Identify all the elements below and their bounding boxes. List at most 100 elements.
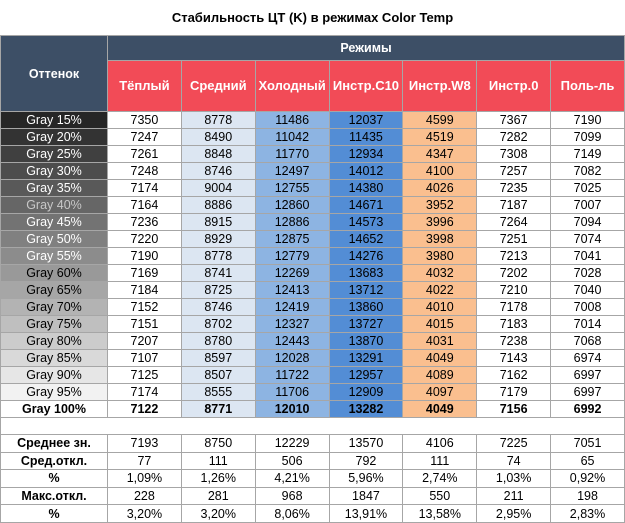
value-cell: 4519 xyxy=(402,128,478,146)
value-cell: 7187 xyxy=(476,196,552,214)
value-cell: 8929 xyxy=(180,230,256,248)
table-row: Gray 30% 7248 8746 12497 14012 4100 7257 7082 xyxy=(0,162,625,180)
summary-value: 74 xyxy=(476,451,552,471)
summary-value: 8750 xyxy=(180,434,256,453)
table-row: Gray 70% 7152 8746 12419 13860 4010 7178 7008 xyxy=(0,298,625,316)
value-cell: 8741 xyxy=(180,264,256,282)
table-row: Gray 75% 7151 8702 12327 13727 4015 7183 7014 xyxy=(0,315,625,333)
value-cell: 6974 xyxy=(550,349,625,367)
summary-value: 13,58% xyxy=(402,504,478,523)
value-cell: 4097 xyxy=(402,383,478,401)
summary-value: 65 xyxy=(550,451,625,471)
value-cell: 7151 xyxy=(107,315,182,333)
shade-label: Gray 15% xyxy=(0,111,108,129)
value-cell: 4347 xyxy=(402,145,478,163)
value-cell: 8848 xyxy=(180,145,256,163)
table-title: Стабильность ЦТ (K) в режимах Color Temp xyxy=(171,9,454,25)
value-cell: 14573 xyxy=(328,213,404,231)
value-cell: 7014 xyxy=(550,315,625,333)
value-cell: 12957 xyxy=(328,366,404,384)
value-cell: 14012 xyxy=(328,162,404,180)
value-cell: 12497 xyxy=(254,162,330,180)
value-cell: 4100 xyxy=(402,162,478,180)
value-cell: 7164 xyxy=(107,196,182,214)
value-cell: 4049 xyxy=(402,400,478,418)
value-cell: 3996 xyxy=(402,213,478,231)
value-cell: 7125 xyxy=(107,366,182,384)
value-cell: 7094 xyxy=(550,213,625,231)
value-cell: 6997 xyxy=(550,366,625,384)
value-cell: 4031 xyxy=(402,332,478,350)
value-cell: 11042 xyxy=(254,128,330,146)
column-header: Инстр.C10 xyxy=(328,60,404,112)
summary-value: 1847 xyxy=(328,486,404,506)
table-row: Gray 65% 7184 8725 12413 13712 4022 7210 7040 xyxy=(0,281,625,299)
value-cell: 12779 xyxy=(254,247,330,265)
value-cell: 7220 xyxy=(107,230,182,248)
row-header: Оттенок xyxy=(0,35,108,112)
value-cell: 8702 xyxy=(180,315,256,333)
value-cell: 3952 xyxy=(402,196,478,214)
value-cell: 7247 xyxy=(107,128,182,146)
summary-value: 506 xyxy=(254,451,330,471)
table-row: Gray 25% 7261 8848 11770 12934 4347 7308 7149 xyxy=(0,145,625,163)
table-row: Сред.откл. 77 111 506 792 111 74 65 xyxy=(0,451,625,471)
table-row xyxy=(0,417,625,435)
summary-value: 7051 xyxy=(550,434,625,453)
table-row: Gray 45% 7236 8915 12886 14573 3996 7264 7094 xyxy=(0,213,625,231)
table-row: Gray 15% 7350 8778 11486 12037 4599 7367 7190 xyxy=(0,111,625,129)
value-cell: 12886 xyxy=(254,213,330,231)
value-cell: 7107 xyxy=(107,349,182,367)
value-cell: 7082 xyxy=(550,162,625,180)
summary-value: 5,96% xyxy=(328,469,404,488)
value-cell: 7174 xyxy=(107,383,182,401)
column-header: Средний xyxy=(180,60,256,112)
value-cell: 8771 xyxy=(180,400,256,418)
value-cell: 11770 xyxy=(254,145,330,163)
value-cell: 4599 xyxy=(402,111,478,129)
summary-value: 1,03% xyxy=(476,469,552,488)
shade-label: Gray 80% xyxy=(0,332,108,350)
value-cell: 4032 xyxy=(402,264,478,282)
value-cell: 8507 xyxy=(180,366,256,384)
value-cell: 8725 xyxy=(180,281,256,299)
summary-value: 4106 xyxy=(402,434,478,453)
shade-label: Gray 85% xyxy=(0,349,108,367)
table-row: Gray 50% 7220 8929 12875 14652 3998 7251 7074 xyxy=(0,230,625,248)
summary-value: 3,20% xyxy=(180,504,256,523)
shade-label: Gray 25% xyxy=(0,145,108,163)
value-cell: 4049 xyxy=(402,349,478,367)
value-cell: 12443 xyxy=(254,332,330,350)
value-cell: 7179 xyxy=(476,383,552,401)
summary-value: 281 xyxy=(180,486,256,506)
value-cell: 7213 xyxy=(476,247,552,265)
value-cell: 7169 xyxy=(107,264,182,282)
value-cell: 11706 xyxy=(254,383,330,401)
table-row: Gray 90% 7125 8507 11722 12957 4089 7162 6997 xyxy=(0,366,625,384)
shade-label: Gray 30% xyxy=(0,162,108,180)
value-cell: 9004 xyxy=(180,179,256,197)
summary-value: 228 xyxy=(107,486,182,506)
value-cell: 12413 xyxy=(254,281,330,299)
value-cell: 6992 xyxy=(550,400,625,418)
shade-label: Gray 60% xyxy=(0,264,108,282)
summary-value: 198 xyxy=(550,486,625,506)
value-cell: 8780 xyxy=(180,332,256,350)
value-cell: 7238 xyxy=(476,332,552,350)
value-cell: 7178 xyxy=(476,298,552,316)
value-cell: 7074 xyxy=(550,230,625,248)
value-cell: 7190 xyxy=(107,247,182,265)
summary-value: 0,92% xyxy=(550,469,625,488)
value-cell: 7007 xyxy=(550,196,625,214)
shade-label: Gray 55% xyxy=(0,247,108,265)
summary-value: 12229 xyxy=(254,434,330,453)
shade-label: Gray 100% xyxy=(0,400,108,418)
value-cell: 7367 xyxy=(476,111,552,129)
table-row: Gray 20% 7247 8490 11042 11435 4519 7282 7099 xyxy=(0,128,625,146)
shade-label: Gray 50% xyxy=(0,230,108,248)
summary-value: 2,95% xyxy=(476,504,552,523)
summary-value: 3,20% xyxy=(107,504,182,523)
value-cell: 7099 xyxy=(550,128,625,146)
